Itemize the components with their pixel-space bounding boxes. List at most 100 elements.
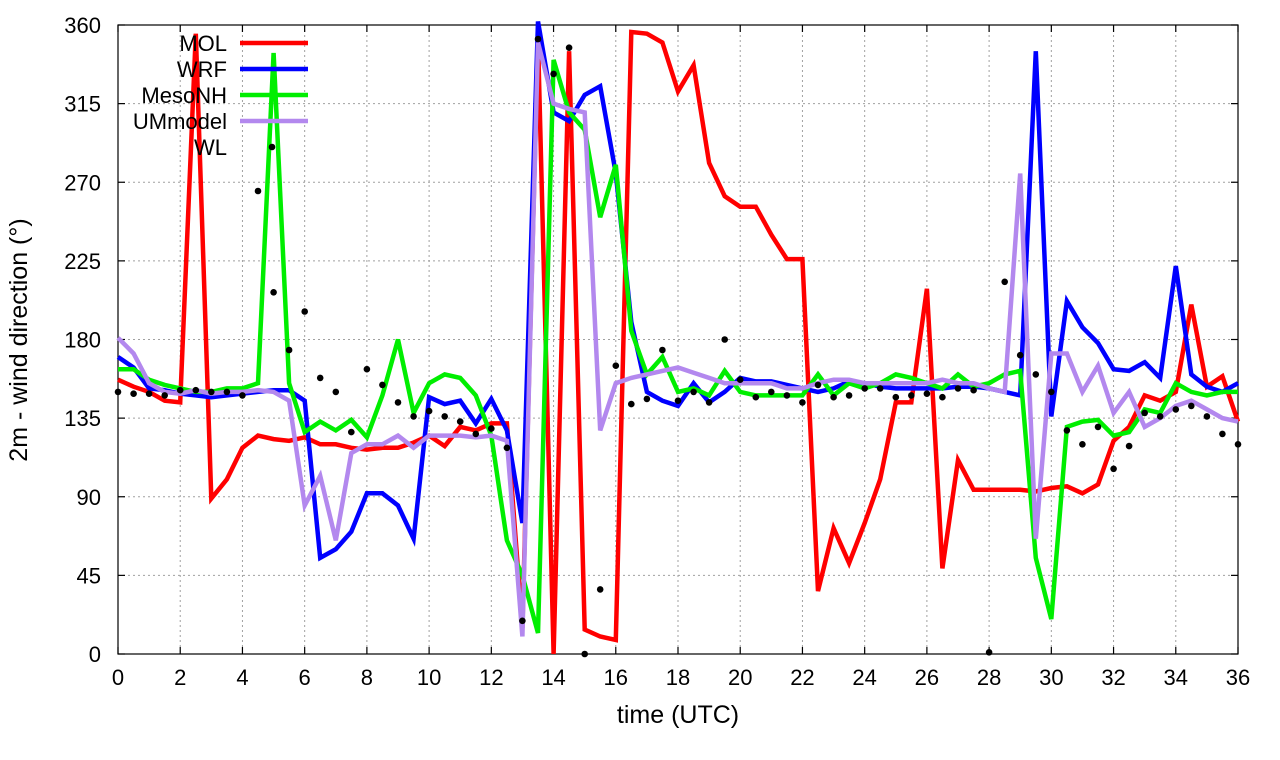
data-point-wl: [876, 385, 884, 392]
x-tick-label: 14: [541, 665, 565, 690]
x-tick-label: 30: [1039, 665, 1063, 690]
data-point-wl: [1219, 430, 1226, 438]
series-wrf-line: [116, 21, 1240, 562]
data-point-wl: [1110, 465, 1117, 473]
data-point-wl: [721, 336, 728, 343]
legend-label-wrf: WRF: [177, 57, 227, 82]
data-point-wl: [161, 392, 168, 399]
data-point-wl: [565, 44, 573, 51]
axes: 0 2 4 6 8 10 12 14 16 18 20 22 24 26 28 30 32 34 360459013…: [64, 13, 1250, 690]
y-tick-label: 135: [64, 406, 101, 431]
x-tick-label: 20: [728, 665, 752, 690]
data-point-wl: [363, 365, 371, 373]
data-point-wl: [114, 388, 122, 396]
data-point-wl: [503, 444, 511, 452]
y-tick-label: 90: [77, 485, 101, 510]
x-tick-label: 22: [790, 665, 814, 690]
data-point-wl: [1063, 427, 1071, 434]
data-point-wl: [830, 393, 837, 401]
data-point-wl: [316, 374, 324, 382]
data-point-wl: [908, 392, 915, 399]
x-tick-label: 18: [666, 665, 690, 690]
y-tick-label: 315: [64, 92, 101, 117]
x-tick-label: 10: [417, 665, 441, 690]
data-point-wl: [892, 393, 900, 401]
y-tick-label: 360: [64, 13, 101, 38]
data-point-wl: [705, 399, 713, 406]
data-point-wl: [970, 386, 977, 394]
data-point-wl: [441, 413, 449, 420]
x-tick-label: 24: [852, 665, 876, 690]
data-point-wl: [1172, 406, 1180, 413]
data-point-wl: [1032, 371, 1040, 378]
x-tick-label: 8: [361, 665, 373, 690]
data-point-wl: [768, 388, 775, 396]
data-point-wl: [348, 428, 355, 436]
data-point-wl: [690, 388, 697, 396]
legend-label-ummodel: UMmodel: [133, 109, 227, 134]
data-point-wl: [379, 381, 386, 389]
data-point-wl: [814, 381, 822, 389]
data-point-wl: [1156, 413, 1164, 420]
series-ummodel-line: [116, 41, 1239, 637]
data-point-wl: [130, 390, 137, 398]
data-point-wl: [534, 35, 542, 43]
x-tick-label: 36: [1226, 665, 1250, 690]
x-tick-label: 0: [112, 665, 124, 690]
data-point-wl: [643, 395, 651, 403]
data-point-wl: [1079, 441, 1086, 448]
data-point-wl: [332, 388, 340, 396]
series-mol-line: [117, 29, 1241, 655]
data-point-wl: [612, 362, 620, 370]
data-point-wl: [254, 187, 262, 195]
data-point-wl: [145, 390, 153, 398]
x-tick-label: 16: [604, 665, 628, 690]
x-tick-label: 4: [236, 665, 248, 690]
data-point-wl: [285, 346, 293, 354]
series-wl-points: [114, 35, 1242, 658]
data-point-wl: [1094, 423, 1102, 431]
data-point-wl: [659, 346, 666, 354]
data-point-wl: [1001, 278, 1008, 286]
x-tick-label: 2: [174, 665, 186, 690]
legend-label-wl: WL: [194, 135, 227, 160]
data-point-wl: [394, 399, 402, 406]
data-point-wl: [223, 388, 231, 396]
data-point-wl: [845, 392, 853, 399]
data-point-wl: [1016, 351, 1024, 359]
data-point-wl: [923, 390, 931, 398]
legend-label-mol: MOL: [179, 31, 227, 56]
data-point-wl: [425, 407, 433, 415]
y-tick-label: 0: [89, 642, 101, 667]
x-tick-label: 34: [1164, 665, 1188, 690]
data-point-wl: [192, 386, 200, 394]
x-tick-label: 12: [479, 665, 503, 690]
data-point-wl: [596, 586, 604, 593]
data-point-wl: [1188, 402, 1195, 410]
data-point-wl: [736, 376, 744, 384]
data-point-wl: [301, 308, 309, 315]
data-point-wl: [581, 650, 588, 658]
data-point-wl: [674, 397, 682, 405]
data-point-wl: [239, 392, 246, 399]
y-axis-label: 2m - wind direction (°): [5, 218, 33, 461]
data-point-wl: [456, 418, 464, 425]
data-point-wl: [176, 386, 184, 394]
data-point-wl: [488, 425, 495, 432]
x-tick-label: 26: [915, 665, 939, 690]
data-point-wl: [550, 70, 557, 78]
data-point-wl: [270, 289, 277, 296]
data-point-wl: [783, 392, 791, 399]
data-point-wl: [628, 400, 635, 408]
x-tick-label: 28: [977, 665, 1001, 690]
legend-key-wl: [268, 143, 276, 151]
data-point-wl: [1048, 388, 1055, 396]
data-point-wl: [799, 399, 806, 406]
legend-label-mesonh: MesoNH: [141, 83, 227, 108]
y-tick-label: 45: [77, 563, 101, 588]
x-tick-label: 32: [1101, 665, 1125, 690]
y-tick-label: 225: [64, 249, 101, 274]
data-point-wl: [954, 385, 962, 392]
